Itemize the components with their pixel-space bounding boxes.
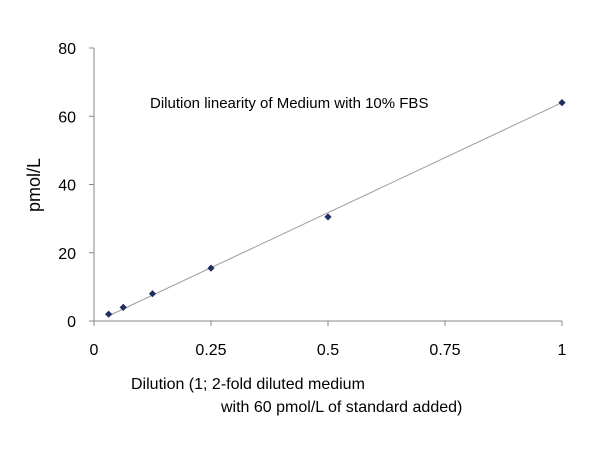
trendline [108, 102, 563, 317]
x-tick-label: 0.75 [429, 342, 460, 359]
y-tick-label: 80 [58, 41, 76, 58]
y-ticks: 0 20 40 60 80 [58, 41, 94, 331]
data-point [324, 213, 332, 221]
x-axis-label-line-1: Dilution (1; 2-fold diluted medium [131, 376, 365, 393]
data-point [207, 264, 215, 272]
data-point [105, 310, 113, 318]
y-tick-label: 20 [58, 246, 76, 263]
data-point [148, 290, 157, 298]
y-tick-label: 40 [58, 178, 76, 195]
x-axis-label-line-2: with 60 pmol/L of standard added) [220, 399, 462, 416]
y-tick-label: 60 [58, 109, 76, 126]
axes [93, 48, 562, 322]
x-tick-label: 1 [558, 342, 567, 359]
y-tick-label: 0 [67, 314, 76, 331]
data-points [105, 99, 566, 318]
x-tick-label: 0.5 [317, 342, 339, 359]
data-point [119, 303, 127, 311]
chart-annotation: Dilution linearity of Medium with 10% FB… [150, 95, 428, 112]
data-point [558, 99, 566, 107]
x-tick-label: 0 [90, 342, 99, 359]
x-ticks: 0 0.25 0.5 0.75 1 [90, 321, 567, 359]
x-tick-label: 0.25 [195, 342, 226, 359]
y-axis-label: pmol/L [24, 158, 44, 212]
